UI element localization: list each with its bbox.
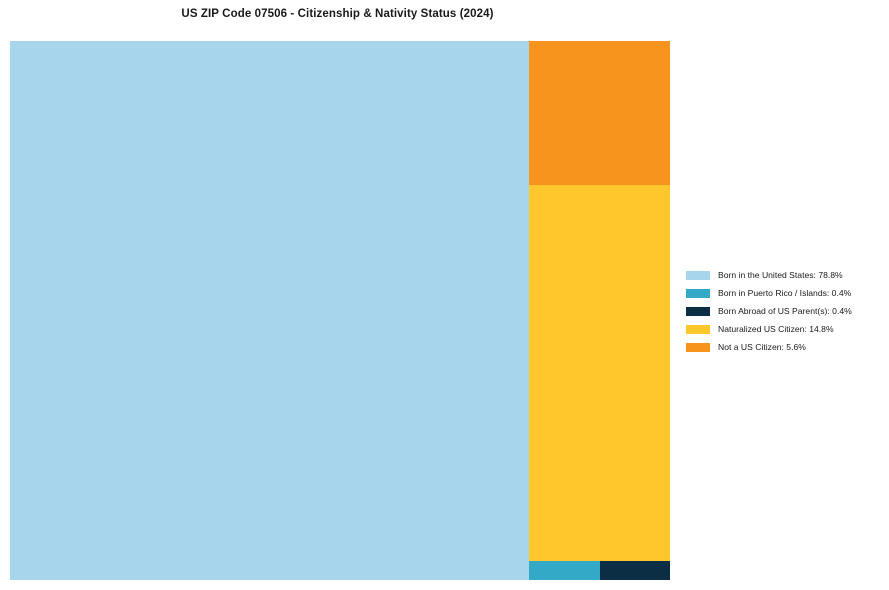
treemap-tile[interactable] bbox=[10, 41, 529, 580]
legend-color-swatch bbox=[686, 342, 710, 352]
legend-item[interactable]: Born in the United States: 78.8% bbox=[686, 266, 886, 284]
legend-item[interactable]: Born in Puerto Rico / Islands: 0.4% bbox=[686, 284, 886, 302]
legend-item-label: Not a US Citizen: 5.6% bbox=[718, 341, 806, 352]
treemap-tile[interactable] bbox=[600, 561, 670, 580]
legend-item-label: Naturalized US Citizen: 14.8% bbox=[718, 323, 834, 334]
treemap-plot-area bbox=[10, 41, 670, 580]
treemap-tile[interactable] bbox=[529, 185, 670, 561]
treemap-tile[interactable] bbox=[529, 41, 670, 185]
legend-color-swatch bbox=[686, 270, 710, 280]
legend-item-label: Born in Puerto Rico / Islands: 0.4% bbox=[718, 287, 852, 298]
chart-legend: Born in the United States: 78.8% Born in … bbox=[686, 266, 886, 356]
legend-item-label: Born Abroad of US Parent(s): 0.4% bbox=[718, 305, 852, 316]
legend-item[interactable]: Naturalized US Citizen: 14.8% bbox=[686, 320, 886, 338]
legend-item[interactable]: Born Abroad of US Parent(s): 0.4% bbox=[686, 302, 886, 320]
legend-color-swatch bbox=[686, 306, 710, 316]
treemap-tile[interactable] bbox=[529, 561, 600, 580]
legend-color-swatch bbox=[686, 288, 710, 298]
legend-color-swatch bbox=[686, 324, 710, 334]
chart-title: US ZIP Code 07506 - Citizenship & Nativi… bbox=[181, 8, 494, 20]
legend-item[interactable]: Not a US Citizen: 5.6% bbox=[686, 338, 886, 356]
legend-item-label: Born in the United States: 78.8% bbox=[718, 269, 843, 280]
